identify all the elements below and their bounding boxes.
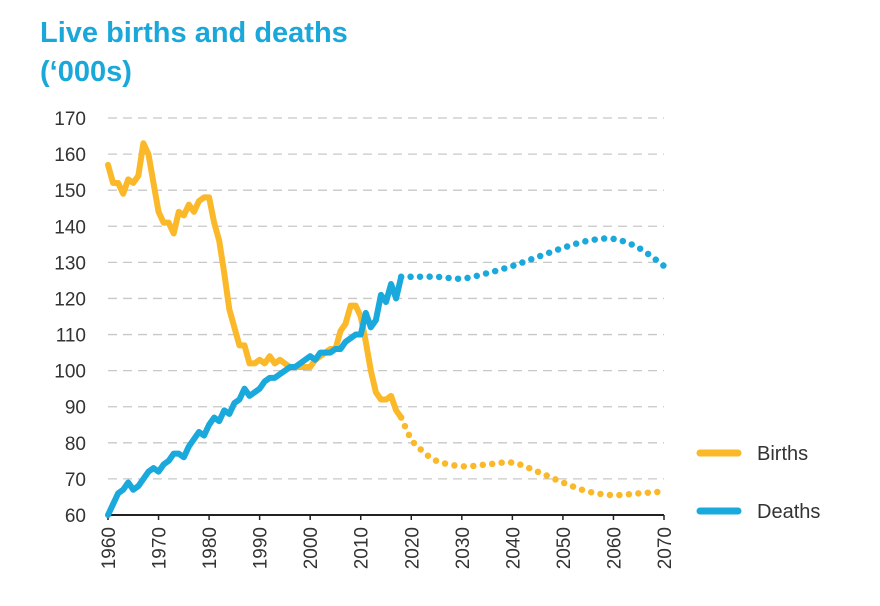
x-tick-label: 2010 [352, 527, 373, 569]
deaths-legend-label: Deaths [757, 501, 820, 523]
y-tick-label: 90 [65, 398, 86, 419]
chart-title: Live births and deaths [40, 17, 348, 49]
x-tick-label: 1960 [99, 527, 120, 569]
y-tick-label: 130 [54, 253, 86, 274]
births-legend-label: Births [757, 443, 808, 465]
x-tick-label: 2070 [655, 527, 676, 569]
y-tick-label: 70 [65, 470, 86, 491]
y-tick-label: 160 [54, 145, 86, 166]
chart-title-block: Live births and deaths (‘000s) [40, 14, 348, 92]
y-tick-label: 100 [54, 362, 86, 383]
deaths-line-projected [397, 235, 668, 282]
x-tick-label: 1970 [150, 527, 171, 569]
x-tick-label: 2040 [503, 527, 524, 569]
y-tick-label: 170 [54, 109, 86, 130]
chart-subtitle: (‘000s) [40, 56, 132, 88]
x-tick-label: 2000 [301, 527, 322, 569]
x-tick-label: 2020 [402, 527, 423, 569]
x-tick-label: 2060 [604, 527, 625, 569]
y-tick-label: 60 [65, 506, 86, 527]
x-tick-label: 1990 [251, 527, 272, 569]
births-line-actual [105, 140, 405, 421]
x-tick-label: 1980 [200, 527, 221, 569]
births-line-projected [397, 414, 668, 499]
y-tick-label: 150 [54, 181, 86, 202]
x-tick-label: 2050 [554, 527, 575, 569]
y-tick-label: 80 [65, 434, 86, 455]
y-tick-label: 110 [56, 326, 86, 347]
y-tick-label: 120 [54, 289, 86, 310]
deaths-line-actual [105, 273, 405, 518]
y-tick-label: 140 [54, 217, 86, 238]
x-tick-label: 2030 [453, 527, 474, 569]
